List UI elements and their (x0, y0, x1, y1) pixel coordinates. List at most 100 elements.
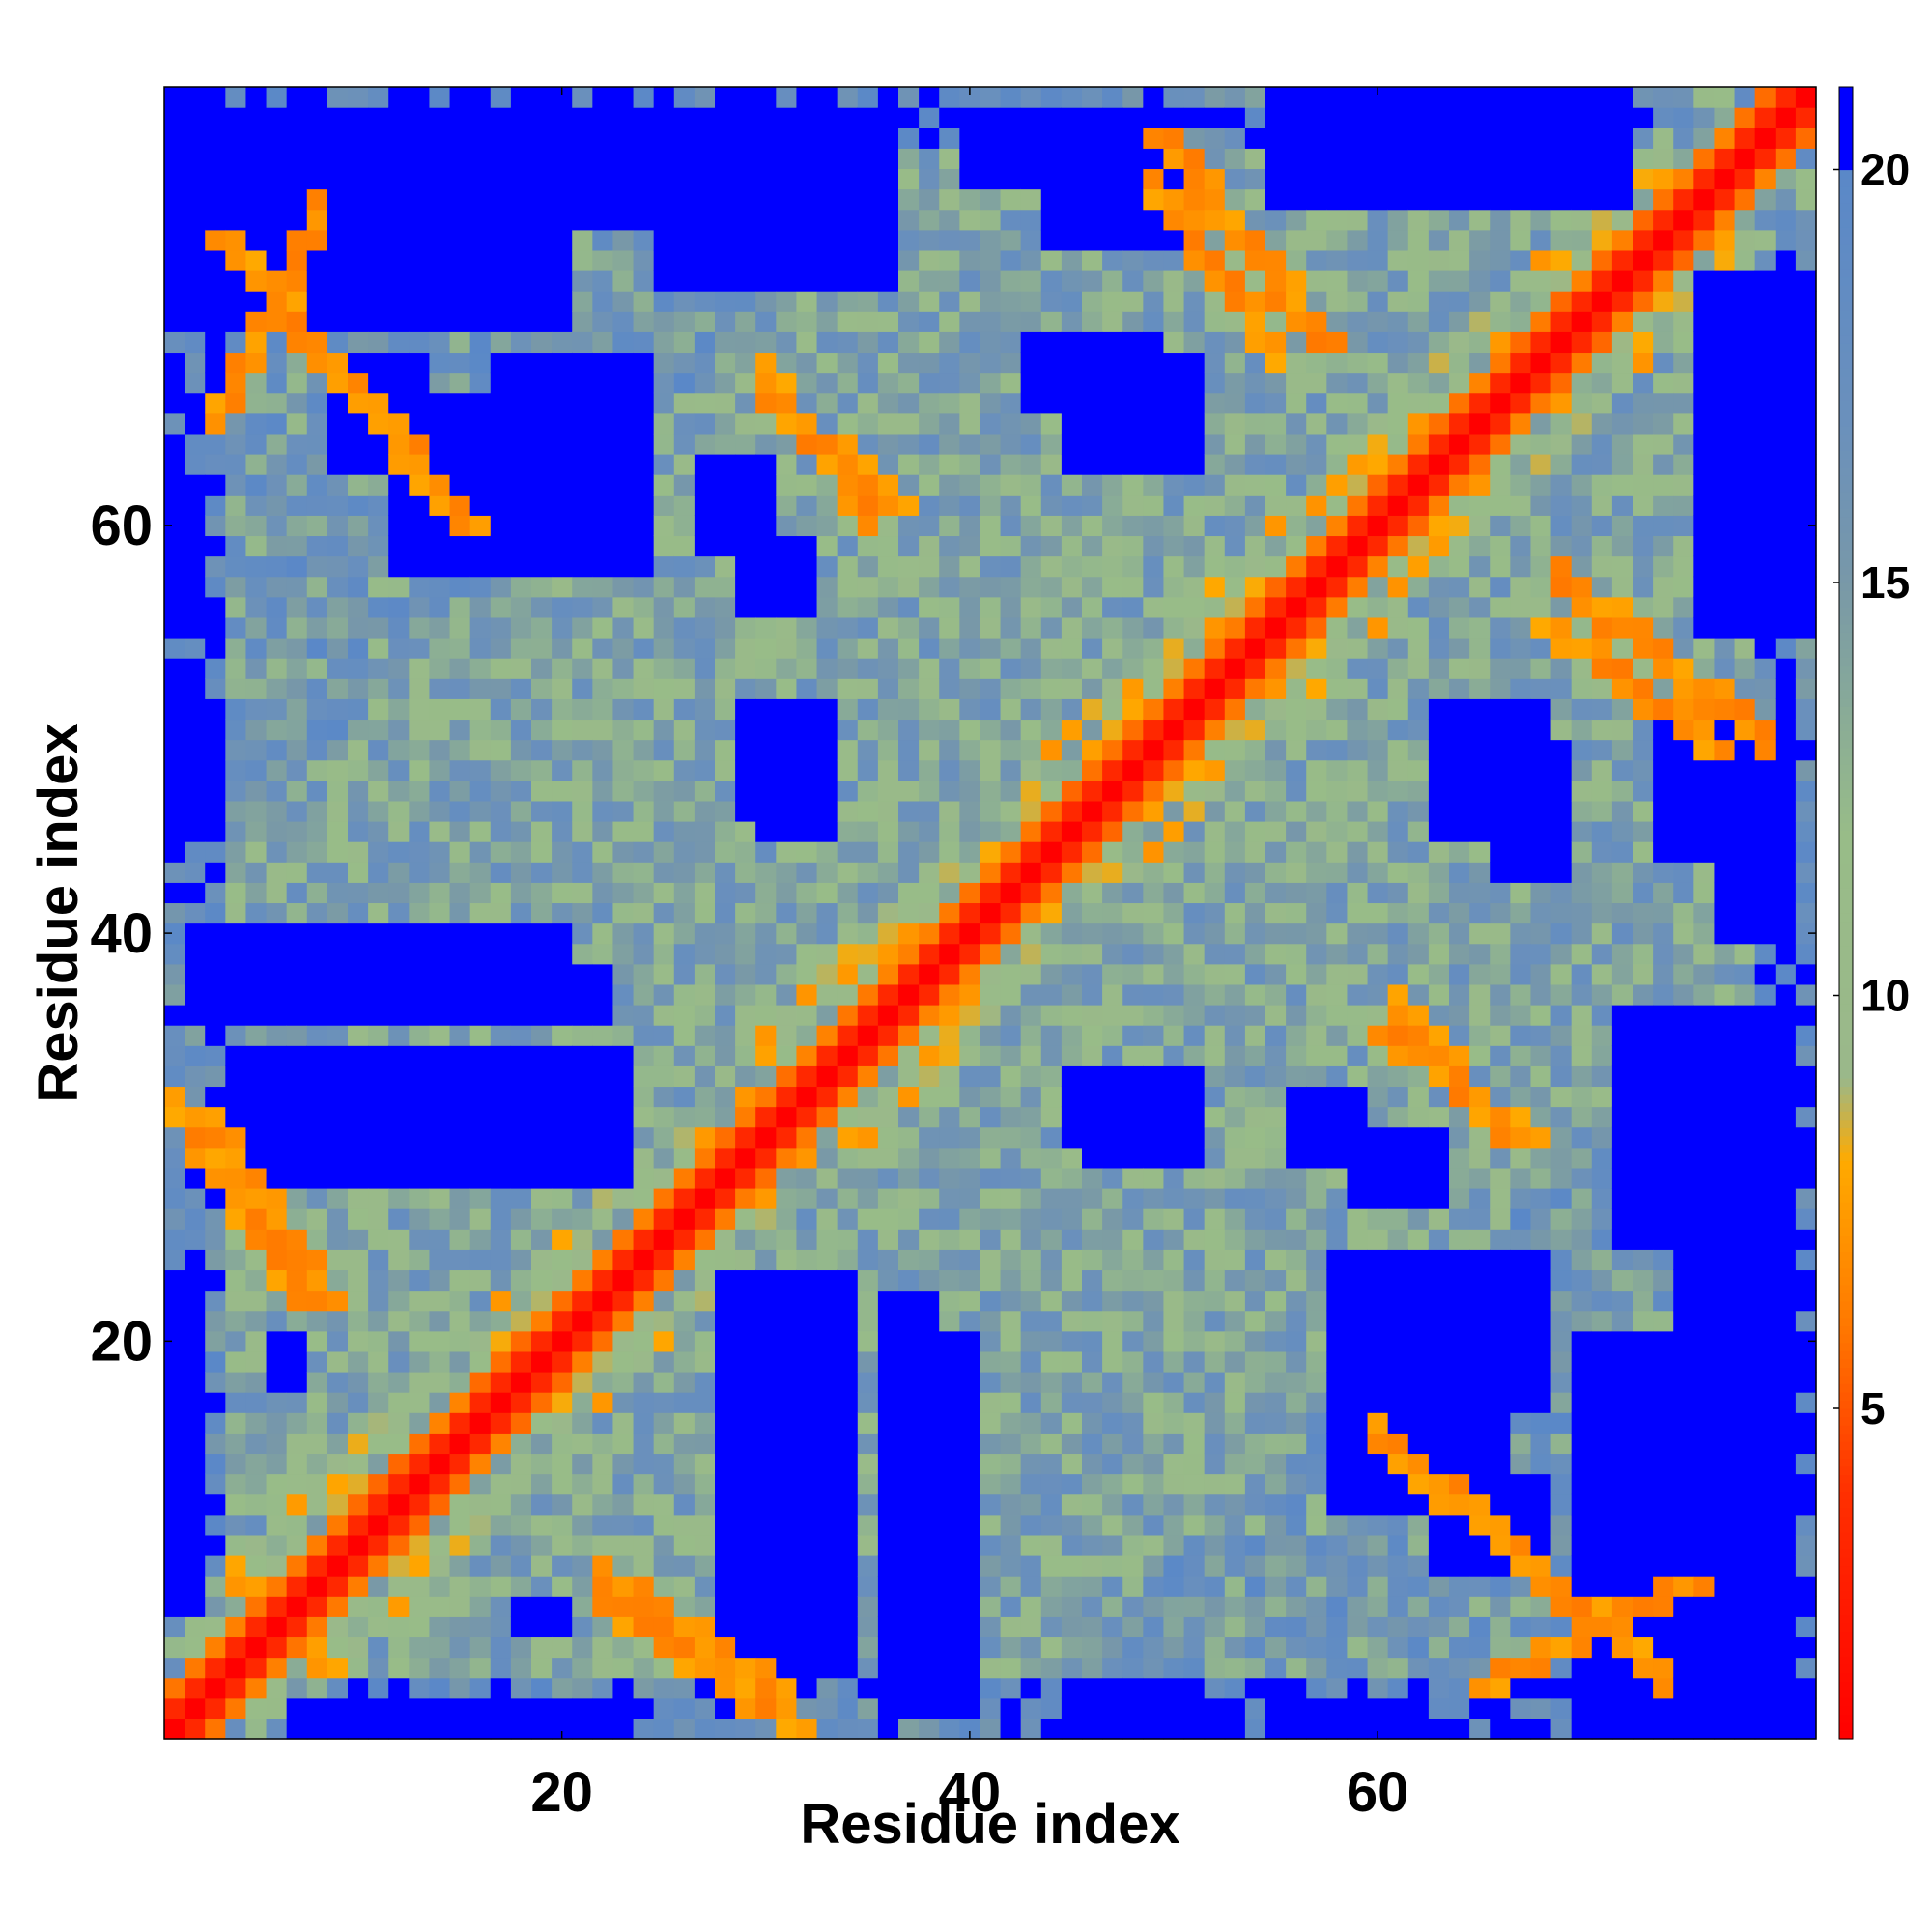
heatmap-cell (368, 1045, 389, 1066)
heatmap-cell (531, 1065, 553, 1088)
heatmap-cell (1061, 352, 1083, 374)
heatmap-cell (1224, 372, 1246, 394)
heatmap-cell (327, 1290, 349, 1312)
heatmap-cell (898, 1086, 920, 1108)
heatmap-cell (694, 331, 716, 354)
heatmap-cell (1286, 1372, 1307, 1393)
heatmap-cell (715, 719, 736, 741)
heatmap-cell (266, 87, 288, 108)
heatmap-cell (368, 1310, 389, 1332)
heatmap-cell (980, 1147, 1002, 1169)
heatmap-cell (653, 1065, 675, 1088)
heatmap-cell (673, 1493, 696, 1516)
heatmap-cell (592, 331, 614, 354)
heatmap-cell (205, 188, 226, 211)
heatmap-cell (409, 963, 431, 985)
heatmap-cell (816, 1616, 838, 1638)
heatmap-cell (1367, 1493, 1389, 1516)
heatmap-cell (1204, 902, 1226, 924)
heatmap-cell (694, 638, 716, 659)
heatmap-cell (796, 759, 818, 781)
heatmap-cell (1347, 821, 1369, 842)
heatmap-cell (898, 1005, 920, 1026)
heatmap-cell (1224, 168, 1246, 190)
heatmap-cell (510, 1208, 532, 1230)
heatmap-cell (449, 209, 471, 231)
heatmap-cell (1224, 1677, 1246, 1699)
heatmap-cell (1367, 1514, 1389, 1536)
heatmap-cell (1286, 1453, 1307, 1475)
heatmap-cell (1244, 1167, 1266, 1189)
heatmap-cell (796, 1596, 818, 1617)
heatmap-cell (694, 1596, 716, 1617)
heatmap-cell (327, 474, 349, 496)
heatmap-cell (694, 1493, 716, 1516)
heatmap-cell (286, 923, 308, 945)
heatmap-cell (572, 678, 593, 699)
heatmap-cell (919, 1372, 940, 1393)
heatmap-cell (490, 1697, 512, 1719)
heatmap-cell (327, 1208, 349, 1230)
heatmap-cell (185, 188, 206, 211)
heatmap-cell (939, 1677, 960, 1699)
heatmap-cell (490, 1350, 512, 1373)
heatmap-cell (919, 331, 940, 354)
heatmap-cell (796, 188, 818, 211)
heatmap-cell (1082, 1392, 1103, 1413)
heatmap-cell (1244, 1412, 1266, 1434)
heatmap-cell (490, 107, 512, 128)
heatmap-cell (755, 902, 777, 924)
heatmap-cell (1306, 596, 1327, 618)
heatmap-cell (837, 454, 859, 475)
heatmap-cell (164, 800, 185, 822)
heatmap-cell (592, 1677, 614, 1699)
heatmap-cell (816, 1269, 838, 1292)
heatmap-cell (1020, 249, 1042, 271)
heatmap-cell (592, 943, 614, 965)
heatmap-cell (1367, 1372, 1389, 1393)
heatmap-cell (939, 800, 960, 822)
heatmap-cell (490, 1636, 512, 1659)
heatmap-cell (1061, 759, 1083, 781)
heatmap-cell (939, 1473, 960, 1495)
heatmap-cell (1306, 678, 1327, 699)
heatmap-cell (164, 372, 185, 394)
heatmap-cell (1265, 1412, 1287, 1434)
heatmap-cell (266, 311, 288, 332)
heatmap-cell (348, 1616, 369, 1638)
heatmap-cell (673, 800, 696, 822)
heatmap-cell (185, 1718, 206, 1740)
heatmap-cell (1061, 1086, 1083, 1108)
heatmap-cell (1122, 1290, 1144, 1312)
heatmap-cell (919, 739, 940, 761)
heatmap-cell (429, 1392, 451, 1413)
heatmap-cell (164, 658, 185, 679)
heatmap-cell (1306, 1310, 1327, 1332)
heatmap-cell (1244, 515, 1266, 537)
heatmap-cell (816, 596, 838, 618)
heatmap-cell (245, 188, 268, 211)
heatmap-cell (919, 168, 940, 190)
heatmap-cell (1286, 1065, 1307, 1088)
heatmap-cell (429, 1636, 451, 1659)
heatmap-cell (1387, 107, 1409, 128)
heatmap-cell (205, 983, 226, 1006)
heatmap-cell (735, 1045, 756, 1066)
heatmap-cell (755, 1147, 777, 1169)
heatmap-cell (286, 943, 308, 965)
heatmap-cell (1061, 596, 1083, 618)
heatmap-cell (959, 841, 981, 863)
heatmap-cell (368, 1188, 389, 1209)
heatmap-cell (673, 1065, 696, 1088)
heatmap-cell (857, 841, 879, 863)
heatmap-cell (1244, 168, 1266, 190)
heatmap-cell (837, 1065, 859, 1088)
heatmap-cell (837, 1086, 859, 1108)
heatmap-cell (225, 943, 247, 965)
heatmap-cell (1020, 1473, 1042, 1495)
heatmap-cell (1102, 1677, 1123, 1699)
heatmap-cell (612, 270, 635, 292)
heatmap-cell (469, 1657, 492, 1679)
heatmap-cell (877, 1208, 899, 1230)
heatmap-cell (1265, 821, 1287, 842)
